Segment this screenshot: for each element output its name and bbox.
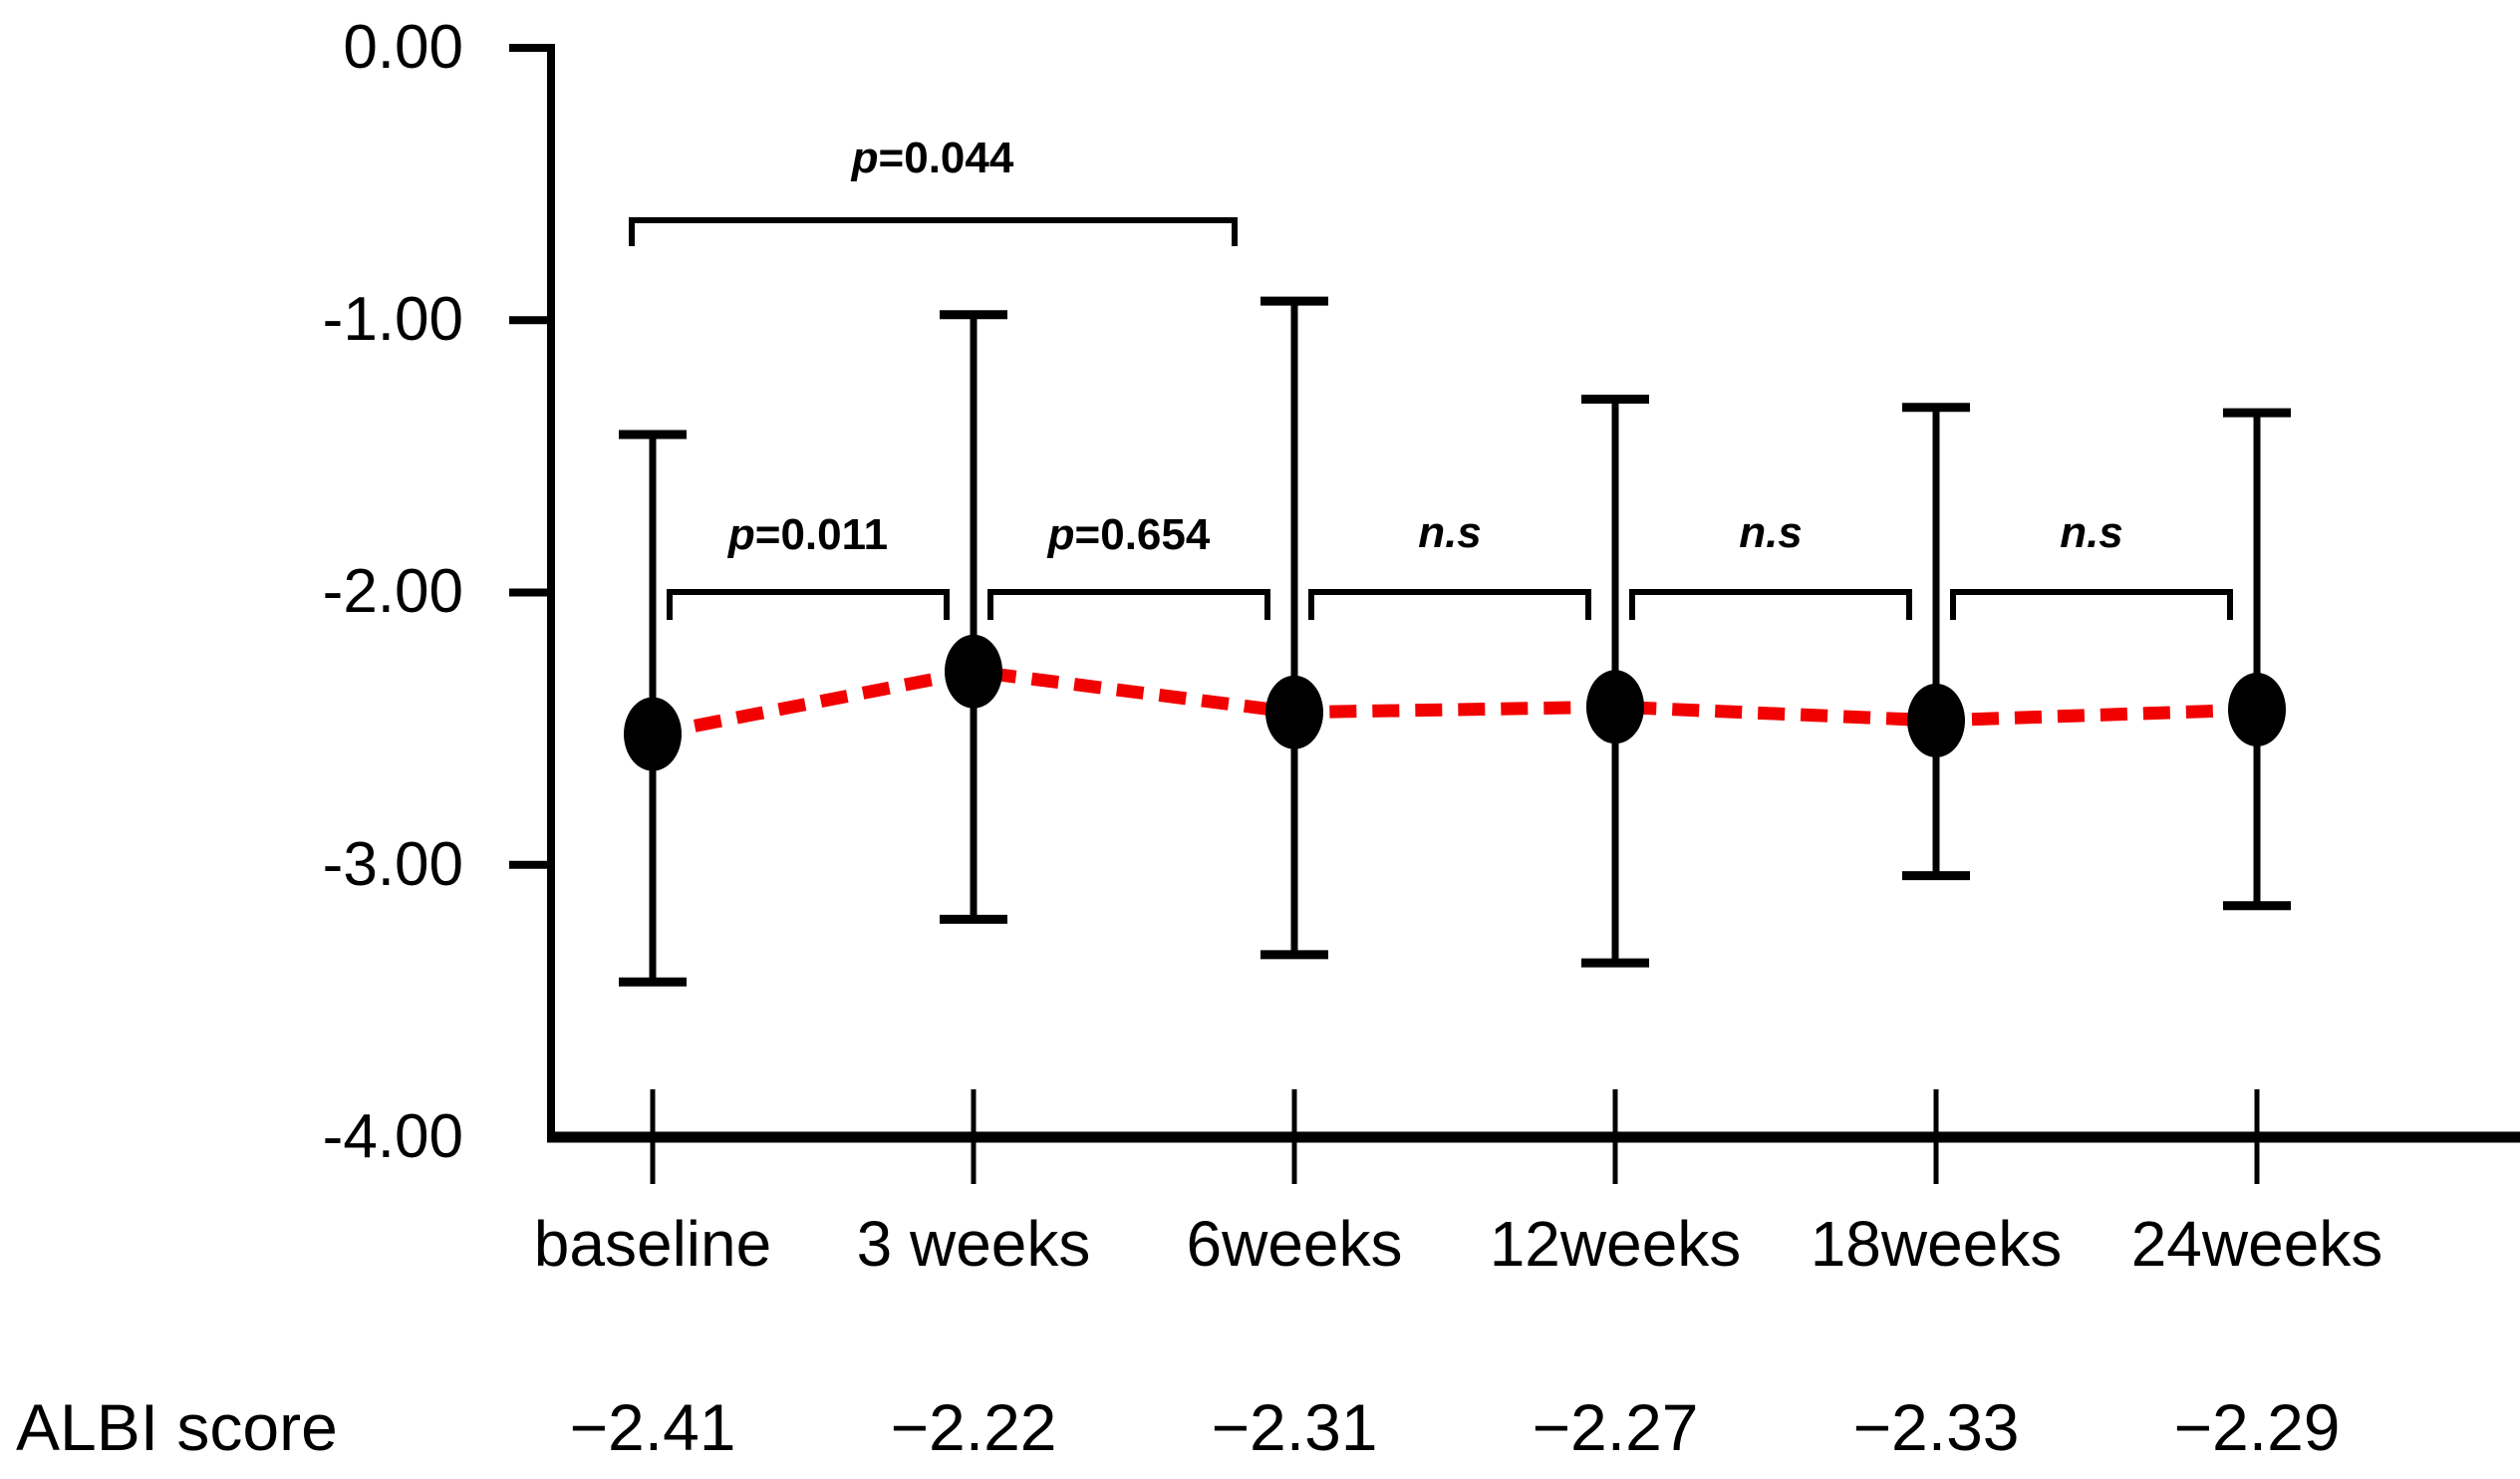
x-label-18weeks: 18weeks [1810, 1208, 2063, 1280]
data-point [945, 634, 1002, 709]
albi-value-12weeks: −2.27 [1532, 1390, 1699, 1464]
significance-bracket [629, 217, 1238, 246]
albi-row-label: ALBI score [16, 1390, 338, 1464]
p-symbol: p [1047, 510, 1075, 559]
y-tick-label-2: -2.00 [322, 557, 463, 626]
x-label-12weeks: 12weeks [1489, 1208, 1742, 1280]
albi-value-baseline: −2.41 [569, 1390, 736, 1464]
x-label-6weeks: 6weeks [1186, 1208, 1403, 1280]
p-symbol: p [851, 134, 879, 182]
x-label-3weeks: 3 weeks [856, 1208, 1091, 1280]
albi-value-6weeks: −2.31 [1211, 1390, 1378, 1464]
data-point [2228, 672, 2286, 746]
ns-label-3: n.s [1892, 507, 2291, 559]
data-point [1907, 683, 1965, 757]
trend-line [651, 665, 2258, 740]
data-point [1265, 675, 1323, 749]
data-point [624, 697, 682, 771]
significance-bracket [987, 589, 1270, 620]
y-tick-label-4: -4.00 [322, 1102, 463, 1171]
y-tick-label-3: -3.00 [322, 830, 463, 899]
ns-symbol: n.s [1739, 508, 1803, 557]
significance-bracket [1308, 589, 1591, 620]
p-symbol: p [727, 510, 755, 559]
p-value-label-654: p=0.654 [1047, 510, 1211, 559]
y-tick-label-1: -1.00 [322, 285, 463, 354]
significance-bracket [1950, 589, 2233, 620]
albi-value-3weeks: −2.22 [890, 1390, 1057, 1464]
x-label-baseline: baseline [533, 1208, 772, 1280]
data-point [1586, 670, 1644, 744]
ns-symbol: n.s [1418, 508, 1482, 557]
significance-bracket [667, 589, 950, 620]
significance-bracket [1629, 589, 1912, 620]
albi-value-18weeks: −2.33 [1852, 1390, 2020, 1464]
ns-label-2: n.s [1571, 507, 1970, 559]
x-label-24weeks: 24weeks [2130, 1208, 2383, 1280]
ns-symbol: n.s [2060, 508, 2123, 557]
y-tick-label-0: 0.00 [343, 13, 463, 82]
ns-label-1: n.s [1251, 507, 1649, 559]
albi-value-24weeks: −2.29 [2173, 1390, 2341, 1464]
p-value-label-011: p=0.011 [727, 510, 889, 559]
p-value-label-044: p=0.044 [851, 134, 1014, 182]
